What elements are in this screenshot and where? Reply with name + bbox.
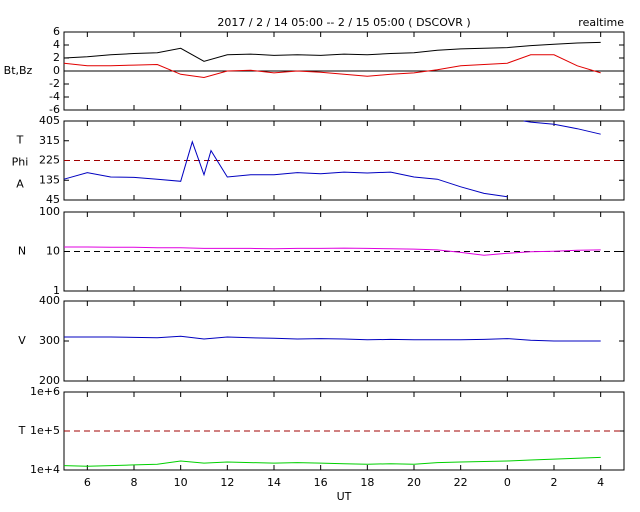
y-tick-label: 1e+6	[30, 385, 60, 398]
y-tick-label: 315	[39, 134, 60, 147]
chart-title: 2017 / 2 / 14 05:00 -- 2 / 15 05:00 ( DS…	[217, 16, 470, 29]
x-tick-label: 8	[131, 476, 138, 489]
y-axis-label: V	[18, 334, 26, 347]
x-tick-label: 6	[84, 476, 91, 489]
x-tick-label: 20	[407, 476, 421, 489]
y-tick-label: 6	[53, 25, 60, 38]
series-line	[63, 41, 601, 62]
chart-subtitle: realtime	[578, 16, 624, 29]
y-tick-label: 45	[46, 193, 60, 206]
y-tick-label: 405	[39, 114, 60, 127]
y-tick-label: 400	[39, 294, 60, 307]
series-line	[64, 335, 601, 342]
y-axis-label: N	[18, 245, 26, 258]
series-line	[63, 120, 601, 198]
y-tick-label: -6	[49, 103, 60, 116]
y-axis-label: A	[16, 178, 24, 191]
y-axis-label: Bt,Bz	[4, 64, 33, 77]
y-tick-label: 100	[39, 205, 60, 218]
y-axis-label: T	[16, 134, 24, 147]
y-tick-label: 2	[53, 51, 60, 64]
x-tick-label: 22	[454, 476, 468, 489]
x-tick-label: 0	[504, 476, 511, 489]
y-tick-label: 0	[53, 64, 60, 77]
y-axis-label: Phi	[12, 156, 29, 169]
x-tick-label: 4	[597, 476, 604, 489]
x-tick-label: 10	[174, 476, 188, 489]
series-line	[63, 456, 601, 467]
y-tick-label: 300	[39, 334, 60, 347]
series-line	[63, 54, 601, 79]
x-axis-label: UT	[337, 490, 352, 503]
series-line	[64, 246, 601, 256]
y-tick-label: -2	[49, 77, 60, 90]
y-tick-label: 10	[46, 245, 60, 258]
y-tick-label: 1e+4	[30, 463, 60, 476]
y-tick-label: -4	[49, 90, 60, 103]
y-tick-label: 200	[39, 374, 60, 387]
y-tick-label: 1e+5	[30, 424, 60, 437]
y-tick-label: 225	[39, 154, 60, 167]
x-tick-label: 18	[360, 476, 374, 489]
x-tick-label: 2	[551, 476, 558, 489]
y-tick-label: 1	[53, 284, 60, 297]
y-axis-label: T	[18, 424, 26, 437]
y-tick-label: 135	[39, 173, 60, 186]
x-tick-label: 14	[267, 476, 281, 489]
x-tick-label: 12	[220, 476, 234, 489]
x-tick-label: 16	[314, 476, 328, 489]
y-tick-label: 4	[53, 38, 60, 51]
